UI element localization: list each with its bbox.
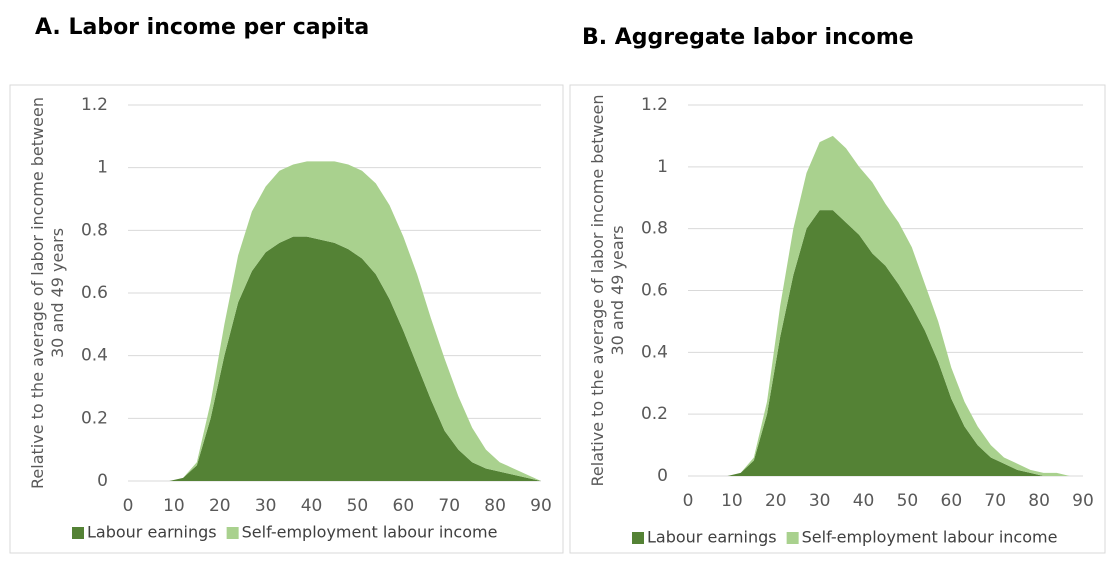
x-tick-label: 0 xyxy=(123,496,134,516)
legend-swatch xyxy=(632,532,644,544)
legend-swatch xyxy=(786,532,799,544)
x-tick-label: 70 xyxy=(984,491,1006,511)
legend-label: Self-employment labour income xyxy=(802,528,1058,547)
y-tick-label: 0.2 xyxy=(641,404,668,424)
y-tick-label: 1 xyxy=(657,157,668,177)
x-tick-label: 10 xyxy=(721,491,743,511)
x-tick-label: 60 xyxy=(941,491,963,511)
y-tick-label: 0.8 xyxy=(641,219,668,239)
panel-frame xyxy=(569,84,1106,554)
y-tick-label: 1.2 xyxy=(641,95,668,115)
y-tick-label: 1 xyxy=(97,158,108,178)
y-tick-label: 0.6 xyxy=(641,281,668,301)
y-tick-label: 0.2 xyxy=(81,408,108,428)
y-tick-label: 1.2 xyxy=(81,95,108,115)
panel-frame xyxy=(9,84,564,554)
y-tick-label: 0.4 xyxy=(641,342,668,362)
y-axis-label: Relative to the average of labor income … xyxy=(28,97,67,489)
area xyxy=(128,161,541,481)
area xyxy=(128,236,541,481)
x-tick-label: 20 xyxy=(209,496,231,516)
legend-label: Labour earnings xyxy=(647,528,777,547)
y-tick-label: 0 xyxy=(97,471,108,491)
legend-label: Labour earnings xyxy=(87,523,217,542)
area xyxy=(688,210,1083,476)
x-tick-label: 60 xyxy=(393,496,415,516)
y-tick-label: 0 xyxy=(657,466,668,486)
chart-title: B. Aggregate labor income xyxy=(582,25,914,50)
x-tick-label: 0 xyxy=(683,491,694,511)
y-tick-label: 0.4 xyxy=(81,346,108,366)
legend-swatch xyxy=(226,527,239,539)
x-tick-label: 70 xyxy=(438,496,460,516)
x-tick-label: 20 xyxy=(765,491,787,511)
x-tick-label: 10 xyxy=(163,496,185,516)
y-tick-label: 0.8 xyxy=(81,220,108,240)
x-tick-label: 80 xyxy=(1028,491,1050,511)
x-tick-label: 30 xyxy=(809,491,831,511)
x-tick-label: 50 xyxy=(897,491,919,511)
legend-label: Self-employment labour income xyxy=(242,523,498,542)
x-tick-label: 40 xyxy=(301,496,323,516)
x-tick-label: 90 xyxy=(530,496,552,516)
area xyxy=(688,135,1083,476)
x-tick-label: 80 xyxy=(484,496,506,516)
chart-title: A. Labor income per capita xyxy=(35,15,369,40)
x-tick-label: 90 xyxy=(1072,491,1094,511)
x-tick-label: 50 xyxy=(347,496,369,516)
y-tick-label: 0.6 xyxy=(81,283,108,303)
legend-swatch xyxy=(72,527,84,539)
x-tick-label: 30 xyxy=(255,496,277,516)
y-axis-label: Relative to the average of labor income … xyxy=(588,95,627,487)
x-tick-label: 40 xyxy=(853,491,875,511)
